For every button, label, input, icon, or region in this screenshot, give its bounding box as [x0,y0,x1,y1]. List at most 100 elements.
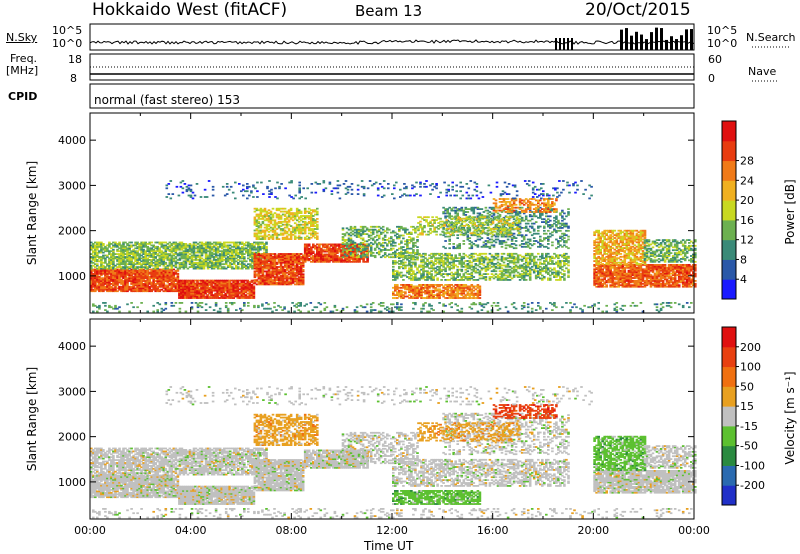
echo-cell [158,268,162,271]
echo-cell [100,278,103,281]
echo-cell [136,254,139,257]
echo-cell [250,279,254,282]
nsky-tick-top: 10^5 [52,24,83,37]
echo-cell [194,297,197,299]
echo-cell [174,261,178,264]
echo-cell [178,292,181,295]
echo-cell [176,247,180,250]
echo-cell [156,266,159,268]
echo-cell [156,272,159,275]
echo-cell [178,294,181,296]
echo-cell [106,290,109,293]
echo-cell [234,292,238,295]
echo-cell [184,289,187,292]
echo-cell [200,279,203,282]
echo-cell [184,279,187,282]
echo-cell [128,244,131,247]
echo-cell [216,295,219,298]
echo-cell [238,292,242,295]
echo-cell [168,254,172,257]
echo-cell [240,294,244,296]
echo-cell [114,288,117,291]
nsearch-spike [660,28,663,50]
echo-cell [192,292,195,295]
echo-cell [180,248,184,251]
echo-cell [100,256,103,258]
echo-cell [144,274,147,277]
echo-cell [164,244,168,247]
echo-cell [92,272,95,275]
echo-cell [136,257,139,260]
echo-cell [200,291,203,294]
echo-cell [174,272,178,275]
echo-cell [265,245,268,248]
echo-cell [144,251,147,254]
echo-cell [220,285,223,288]
echo-cell [442,276,445,278]
echo-cell [240,292,244,295]
echo-cell [178,257,182,260]
echo-cell [244,286,248,289]
echo-cell [140,278,143,281]
echo-cell [116,245,119,248]
echo-cell [176,280,180,282]
echo-cell [112,263,115,266]
echo-cell [114,277,117,280]
echo-cell [412,270,415,273]
echo-cell [244,295,248,298]
echo-cell [150,260,153,263]
echo-cell [118,244,121,247]
echo-cell [114,283,117,285]
echo-cell [134,274,137,277]
echo-cell [94,275,97,278]
echo-cell [98,290,101,293]
echo-cell [124,284,127,287]
echo-cell [106,254,109,257]
echo-cell [234,289,238,292]
echo-cell [160,245,164,248]
echo-cell [108,280,111,282]
echo-cell [94,285,97,288]
echo-cell [200,286,203,289]
echo-cell [118,263,121,266]
echo-cell [182,244,186,247]
echo-cell [192,282,195,285]
echo-cell [196,281,199,283]
echo-cell [230,284,233,286]
echo-cell [96,288,99,291]
echo-cell [134,259,137,261]
echo-cell [144,272,147,275]
echo-cell [166,266,170,268]
echo-cell [210,286,213,289]
echo-cell [124,263,127,266]
nsearch-spike [563,38,565,50]
echo-cell [172,288,176,291]
echo-cell [140,287,143,290]
echo-cell [120,253,123,255]
echo-cell [132,254,135,257]
echo-cell [206,297,209,299]
echo-cell [184,266,188,268]
echo-cell [182,292,185,295]
echo-cell [114,280,117,282]
echo-cell [140,266,143,268]
echo-cell [166,272,170,275]
echo-cell [186,295,189,298]
echo-cell [176,270,180,272]
echo-cell [206,284,209,286]
echo-cell [416,225,419,228]
echo-cell [100,248,103,251]
echo-cell [400,240,403,243]
echo-cell [238,291,242,294]
echo-cell [142,278,145,281]
echo-cell [148,254,151,257]
echo-cell [216,279,219,282]
echo-cell [134,251,137,254]
echo-cell [124,261,127,264]
echo-cell [142,250,145,253]
freq-tick-top: 18 [68,53,82,66]
echo-cell [118,259,121,261]
echo-cell [176,287,180,290]
echo-cell [134,288,137,291]
echo-cell [172,275,176,278]
